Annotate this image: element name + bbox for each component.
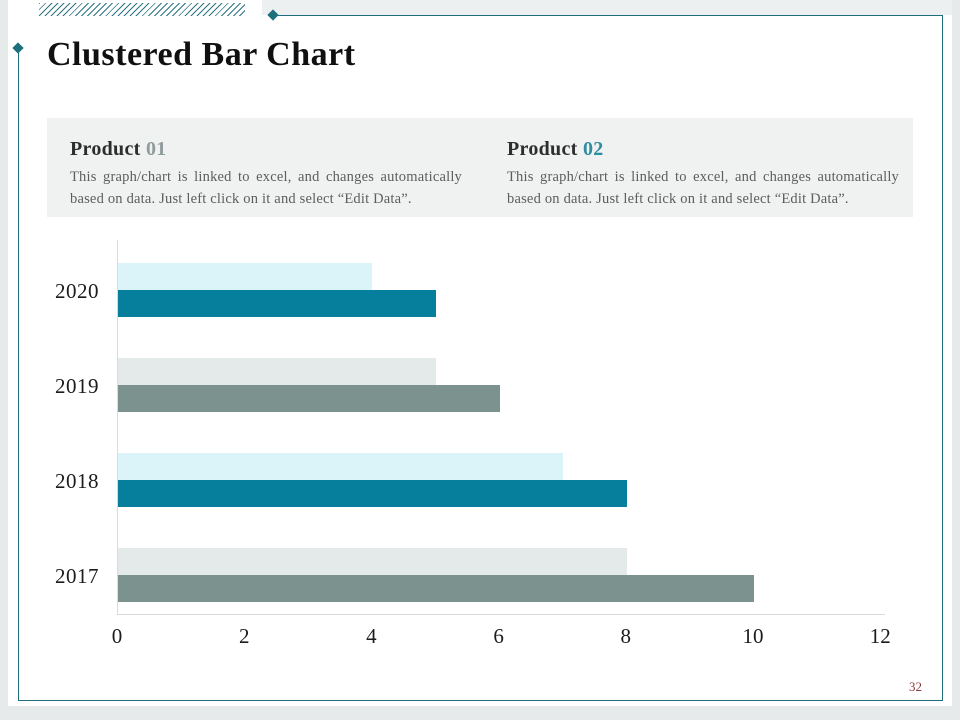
product-01-heading-word: Product	[70, 138, 141, 160]
x-tick-6: 6	[493, 624, 504, 648]
bar-light-2017	[118, 548, 627, 575]
hatch-strip-decoration	[39, 3, 245, 16]
bar-dark-2018	[118, 480, 627, 507]
product-02-description: This graph/chart is linked to excel, and…	[507, 169, 899, 207]
category-label-2020: 2020	[55, 279, 99, 303]
top-margin	[262, 0, 952, 15]
product-01-heading-number: 01	[145, 138, 167, 160]
product-01-description: This graph/chart is linked to excel, and…	[70, 169, 462, 207]
frame-left-line	[18, 53, 19, 700]
x-tick-10: 10	[742, 624, 764, 648]
product-info-band: Product 01 This graph/chart is linked to…	[47, 118, 913, 217]
clustered-bar-chart-object[interactable]: 2020 2019 2018 2017 0 2 4 6 8 10 12	[47, 232, 913, 660]
frame-right-line	[942, 15, 943, 701]
x-tick-12: 12	[869, 624, 891, 648]
product-02-heading-word: Product	[507, 138, 578, 160]
bar-light-2018	[118, 453, 563, 480]
product-02-heading: Product 02	[507, 138, 899, 161]
product-02-heading-number: 02	[582, 138, 604, 160]
frame-top-line	[278, 15, 942, 16]
bar-dark-2017	[118, 575, 754, 602]
bar-light-2019	[118, 358, 436, 385]
page-title: Clustered Bar Chart	[47, 36, 356, 73]
frame-bottom-line	[18, 700, 943, 701]
x-tick-4: 4	[366, 624, 377, 648]
category-label-2019: 2019	[55, 374, 99, 398]
chart-x-axis-line	[117, 614, 885, 615]
x-tick-2: 2	[238, 624, 250, 648]
category-label-2018: 2018	[55, 469, 99, 493]
x-tick-0: 0	[111, 624, 123, 648]
bar-light-2020	[118, 263, 372, 290]
x-tick-8: 8	[620, 624, 632, 648]
page-number: 32	[909, 679, 922, 694]
product-01-heading: Product 01	[70, 138, 462, 161]
product-01-panel: Product 01 This graph/chart is linked to…	[70, 138, 462, 211]
bar-dark-2019	[118, 385, 500, 412]
chart-y-axis-line	[117, 240, 118, 615]
product-02-panel: Product 02 This graph/chart is linked to…	[507, 138, 899, 211]
bar-dark-2020	[118, 290, 436, 317]
category-label-2017: 2017	[55, 564, 99, 588]
